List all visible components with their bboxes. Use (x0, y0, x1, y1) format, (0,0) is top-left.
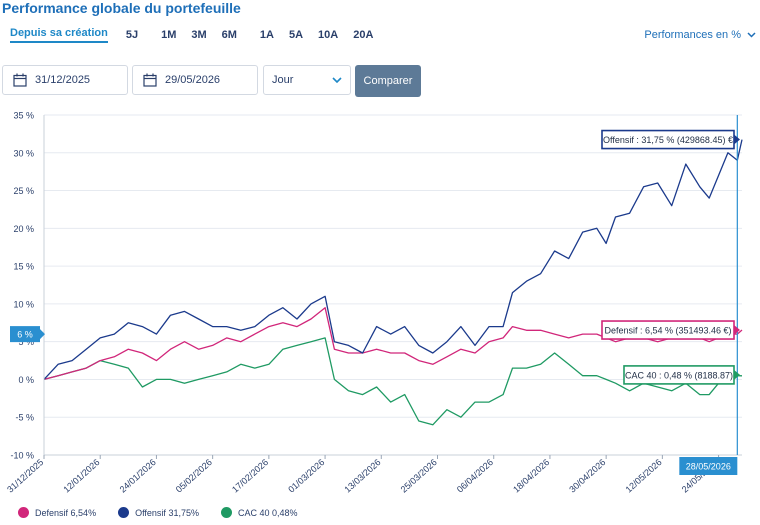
badge-box (10, 326, 40, 343)
x-tick-label: 13/03/2026 (342, 457, 382, 495)
legend-label: Defensif (35, 507, 69, 518)
y-tick-label: 15 % (13, 262, 34, 272)
y-tick-label: 25 % (13, 186, 34, 196)
tab-5j[interactable]: 5J (125, 29, 139, 41)
tooltip-defensif: Defensif : 6,54 % (351493.46 €) (601, 320, 740, 340)
legend-swatch (220, 507, 232, 518)
tooltip-pointer (734, 369, 740, 380)
badge-box (679, 457, 738, 475)
x-tick-label: 12/05/2026 (624, 457, 664, 495)
legend-swatch (18, 507, 29, 518)
chevron-down-icon (747, 32, 756, 38)
frequency-select[interactable]: Jour (263, 65, 351, 95)
y-tick-label: 5 % (18, 337, 34, 347)
x-tick-label: 12/01/2026 (61, 457, 101, 495)
tab-depuis-creation[interactable]: Depuis sa création (10, 27, 108, 43)
frequency-value: Jour (272, 74, 294, 86)
tab-5a[interactable]: 5A (288, 29, 304, 41)
y-tick-label: 35 % (13, 111, 34, 121)
x-tick-label: 24/01/2026 (118, 457, 158, 495)
tab-10a[interactable]: 10A (318, 29, 339, 41)
x-tick-label: 05/02/2026 (174, 457, 214, 495)
tooltip-cac40: CAC 40 : 0,48 % (8188.87) (623, 365, 740, 385)
tab-1a[interactable]: 1A (259, 29, 274, 41)
legend-item-offensif[interactable]: Offensif 31,75% (118, 507, 199, 518)
x-marker-badge: 28/05/2026 (679, 457, 738, 475)
x-tick-label: 06/04/2026 (455, 457, 495, 495)
y-tick-label: -5 % (15, 413, 34, 423)
legend-value: 31,75% (168, 507, 199, 518)
series-line-offensif (43, 139, 743, 380)
badge-pointer (40, 329, 45, 340)
tab-6m[interactable]: 6M (221, 29, 237, 41)
page-title: Performance globale du portefeuille (2, 0, 241, 16)
tooltip-text: Offensif : 31,75 % (429868.45) € (603, 135, 733, 145)
period-tabs: Depuis sa création 5J 1M 3M 6M 1A 5A 10A… (10, 27, 373, 43)
tab-3m[interactable]: 3M (191, 29, 207, 41)
tooltip-text: Defensif : 6,54 % (351493.46 €) (604, 326, 731, 336)
x-tick-label: 01/03/2026 (286, 457, 326, 495)
end-date-value: 29/05/2026 (165, 74, 221, 86)
y-marker-badge: 6 % (10, 326, 45, 343)
badge-text: 28/05/2026 (686, 462, 731, 472)
legend-item-defensif[interactable]: Defensif 6,54% (18, 507, 96, 518)
x-tick-label: 18/04/2026 (511, 457, 551, 495)
legend-label: Offensif (135, 507, 166, 518)
tooltip-pointer (734, 134, 740, 145)
compare-button[interactable]: Comparer (355, 65, 421, 97)
legend-swatch (118, 507, 130, 518)
end-date-field[interactable]: 29/05/2026 (132, 65, 258, 95)
y-tick-label: 0 % (18, 375, 34, 385)
tab-1m[interactable]: 1M (161, 29, 177, 41)
legend-label: CAC 40 (237, 507, 270, 518)
y-tick-label: 10 % (13, 299, 34, 309)
y-tick-label: 30 % (13, 148, 34, 158)
start-date-value: 31/12/2025 (35, 74, 91, 86)
y-tick-label: -10 % (10, 451, 34, 461)
x-tick-label: 25/03/2026 (399, 457, 439, 495)
x-tick-label: 31/12/2025 (5, 457, 45, 495)
start-date-field[interactable]: 31/12/2025 (2, 65, 128, 95)
y-tick-label: 20 % (13, 224, 34, 234)
tooltip-pointer (734, 325, 740, 336)
chevron-down-icon (332, 77, 342, 83)
legend: Defensif 6,54% Offensif 31,75% CAC 40 0,… (18, 507, 320, 518)
badge-text: 6 % (17, 330, 33, 340)
tooltip-offensif: Offensif : 31,75 % (429868.45) € (601, 129, 740, 150)
legend-value: 0,48% (272, 507, 298, 518)
performance-mode-label: Performances en % (644, 29, 741, 41)
x-tick-label: 17/02/2026 (230, 457, 270, 495)
calendar-icon (13, 73, 27, 87)
legend-item-cac40[interactable]: CAC 40 0,48% (220, 507, 298, 518)
tab-20a[interactable]: 20A (353, 29, 374, 41)
calendar-icon (143, 73, 157, 87)
tooltip-text: CAC 40 : 0,48 % (8188.87) (625, 370, 733, 380)
x-tick-label: 30/04/2026 (567, 457, 607, 495)
legend-value: 6,54% (70, 507, 97, 518)
performance-mode-select[interactable]: Performances en % (644, 29, 756, 41)
performance-chart: -10 % -5 % 0 % 5 % 10 % 15 % 20 % 25 % 30 % 35 % 3… (5, 111, 743, 495)
